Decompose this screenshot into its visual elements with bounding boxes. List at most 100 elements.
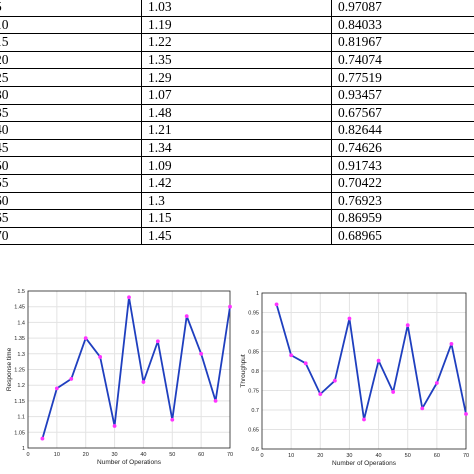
- series-line: [41, 296, 231, 439]
- operations-cell: 65: [0, 209, 142, 228]
- x-tick-label: 20: [83, 452, 89, 458]
- response-time-cell: 1.34: [141, 138, 332, 158]
- operations-cell: 70: [0, 226, 142, 246]
- throughput-cell: 0.70422: [331, 173, 474, 193]
- y-axis-label: Throughput: [240, 354, 247, 387]
- response-time-cell: 1.09: [141, 156, 332, 175]
- throughput-cell: 0.74074: [331, 50, 474, 70]
- data-point: [420, 406, 425, 411]
- throughput-cell: 0.84033: [331, 15, 474, 35]
- operations-cell: 50: [0, 156, 142, 175]
- data-point: [274, 302, 279, 307]
- response-time-cell: 1.3: [141, 191, 332, 211]
- y-tick-label: 1.25: [14, 368, 25, 374]
- x-axis-label: Number of Operations: [97, 459, 162, 466]
- table-row: 601.30.76923: [0, 191, 474, 211]
- table-row: 451.340.74626: [0, 138, 474, 158]
- data-point: [405, 323, 410, 328]
- operations-cell: 45: [0, 138, 142, 158]
- data-point: [69, 377, 74, 381]
- data-point: [228, 304, 232, 309]
- x-tick-label: 50: [169, 452, 175, 458]
- x-tick-label: 60: [434, 453, 440, 459]
- throughput-chart: 0 10 20 30 40 50 60 70 0.6 0.65 0.7 0.75 0.8 0.85 0.9 0…: [240, 291, 469, 467]
- response-time-cell: 1.48: [141, 103, 332, 123]
- x-tick-label: 70: [463, 453, 469, 459]
- table-row: 551.420.70422: [0, 173, 474, 193]
- operations-cell: 20: [0, 50, 142, 70]
- y-axis-label: Response time: [6, 347, 13, 391]
- throughput-cell: 0.76923: [331, 191, 474, 211]
- data-point: [376, 358, 381, 363]
- table-row: 251.290.77519: [0, 68, 474, 87]
- data-point: [449, 341, 454, 346]
- x-tick-label: 50: [405, 453, 411, 459]
- operations-cell: 30: [0, 85, 142, 105]
- response-time-cell: 1.21: [141, 121, 332, 140]
- y-tick-label: 1.35: [14, 336, 25, 342]
- throughput-cell: 0.97087: [331, 0, 474, 17]
- x-tick-label: 0: [260, 453, 263, 459]
- table-row: 201.350.74074: [0, 50, 474, 70]
- y-tick-label: 1.15: [14, 399, 25, 405]
- x-tick-label: 30: [346, 453, 352, 459]
- response-time-cell: 1.29: [141, 68, 332, 87]
- throughput-cell: 0.86959: [331, 209, 474, 228]
- data-point: [391, 390, 396, 394]
- response-time-cell: 1.45: [141, 226, 332, 246]
- data-point: [199, 351, 204, 356]
- data-point: [83, 336, 88, 340]
- y-tick-label: 1.05: [14, 430, 25, 436]
- series-line: [275, 304, 467, 421]
- y-tick-label: 1.4: [17, 320, 25, 326]
- operations-cell: 55: [0, 173, 142, 193]
- throughput-cell: 0.82644: [331, 121, 474, 140]
- x-tick-label: 70: [227, 452, 233, 458]
- operations-cell: 10: [0, 15, 142, 35]
- operations-cell: 60: [0, 191, 142, 211]
- response-time-cell: 1.22: [141, 33, 332, 52]
- data-point: [362, 417, 366, 422]
- x-tick-label: 30: [112, 452, 118, 458]
- y-tick-label: 1: [256, 291, 259, 297]
- plot-frame: [27, 290, 231, 449]
- throughput-cell: 0.67567: [331, 103, 474, 123]
- x-tick-label: 60: [198, 452, 204, 458]
- data-point: [98, 355, 103, 359]
- throughput-cell: 0.93457: [331, 85, 474, 105]
- data-point: [40, 436, 45, 441]
- y-tick-label: 1.5: [17, 289, 25, 295]
- table-row: 651.150.86959: [0, 209, 474, 228]
- y-tick-label: 1: [22, 446, 25, 452]
- operations-cell: 40: [0, 121, 142, 140]
- data-point: [141, 380, 146, 384]
- data-point: [54, 386, 59, 391]
- operations-cell: 15: [0, 33, 142, 52]
- table-row: 51.030.97087: [0, 0, 474, 17]
- data-point: [303, 361, 308, 366]
- response-time-cell: 1.19: [141, 15, 332, 35]
- data-point: [289, 353, 294, 358]
- x-tick-label: 10: [288, 453, 294, 459]
- data-point: [347, 316, 352, 321]
- data-point: [332, 378, 337, 383]
- x-tick-label: 20: [317, 453, 323, 459]
- table-row: 701.450.68965: [0, 226, 474, 246]
- data-point: [184, 314, 189, 319]
- y-tick-label: 0.6: [251, 447, 259, 453]
- y-tick-label: 1.45: [14, 305, 25, 311]
- table-row: 401.210.82644: [0, 121, 474, 140]
- response-time-cell: 1.35: [141, 50, 332, 70]
- table-row: 501.090.91743: [0, 156, 474, 175]
- data-point: [112, 424, 117, 428]
- x-tick-label: 10: [54, 452, 60, 458]
- table-row: 101.190.84033: [0, 15, 474, 35]
- data-table: 51.030.97087101.190.84033151.220.8196720…: [0, 0, 474, 246]
- response-time-cell: 1.15: [141, 209, 332, 228]
- data-point: [434, 381, 439, 385]
- throughput-cell: 0.77519: [331, 68, 474, 87]
- operations-cell: 25: [0, 68, 142, 87]
- y-tick-label: 0.8: [251, 369, 259, 375]
- operations-cell: 35: [0, 103, 142, 123]
- throughput-cell: 0.91743: [331, 156, 474, 175]
